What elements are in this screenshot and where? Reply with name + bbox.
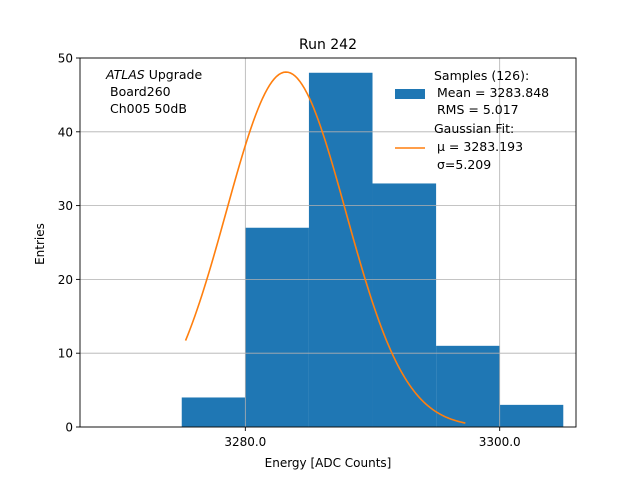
histogram-bar <box>436 345 500 427</box>
legend-fit-title: Gaussian Fit: <box>434 121 514 136</box>
x-tick-label: 3280.0 <box>224 435 266 449</box>
board-label: Board260 <box>110 84 171 99</box>
y-axis-label: Entries <box>33 223 47 265</box>
y-tick-label: 20 <box>58 273 73 287</box>
gaussian-fit-curve <box>184 71 466 424</box>
channel-label: Ch005 50dB <box>110 101 187 116</box>
y-tick-label: 10 <box>58 347 73 361</box>
svg-text:ATLAS Upgrade: ATLAS Upgrade <box>105 67 202 82</box>
histogram-bar <box>308 72 373 427</box>
legend: Samples (126): Mean = 3283.848 RMS = 5.0… <box>395 68 549 172</box>
legend-hist-rms: RMS = 5.017 <box>437 102 519 117</box>
y-tick-label: 0 <box>65 421 73 435</box>
atlas-upgrade-label: Upgrade <box>145 67 203 82</box>
x-tick-label: 3300.0 <box>479 435 521 449</box>
y-tick-label: 50 <box>58 52 73 66</box>
x-axis-label: Energy [ADC Counts] <box>265 456 392 470</box>
y-tick-label: 40 <box>58 125 73 139</box>
histogram-bar <box>181 397 246 427</box>
chart-title: Run 242 <box>299 37 357 53</box>
legend-fit-mu: μ = 3283.193 <box>437 139 523 154</box>
legend-fit-sigma: σ=5.209 <box>437 157 491 172</box>
legend-hist-swatch <box>395 89 425 99</box>
axes-frame <box>79 57 577 428</box>
histogram-bar <box>245 227 309 427</box>
atlas-label: ATLAS <box>105 67 145 82</box>
histogram-bar <box>499 404 564 427</box>
plot-area: 0 10 20 30 40 50 3280.0 3300.0 <box>58 52 577 449</box>
legend-hist-mean: Mean = 3283.848 <box>437 85 549 100</box>
histogram-bar <box>372 183 437 427</box>
y-tick-label: 30 <box>58 199 73 213</box>
atlas-annotation: ATLAS Upgrade Board260 Ch005 50dB <box>105 67 202 116</box>
legend-hist-title: Samples (126): <box>434 68 529 83</box>
